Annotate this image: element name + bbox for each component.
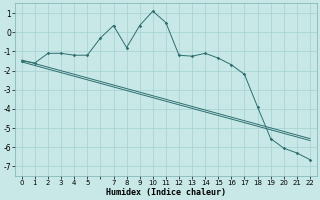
X-axis label: Humidex (Indice chaleur): Humidex (Indice chaleur) bbox=[106, 188, 226, 197]
